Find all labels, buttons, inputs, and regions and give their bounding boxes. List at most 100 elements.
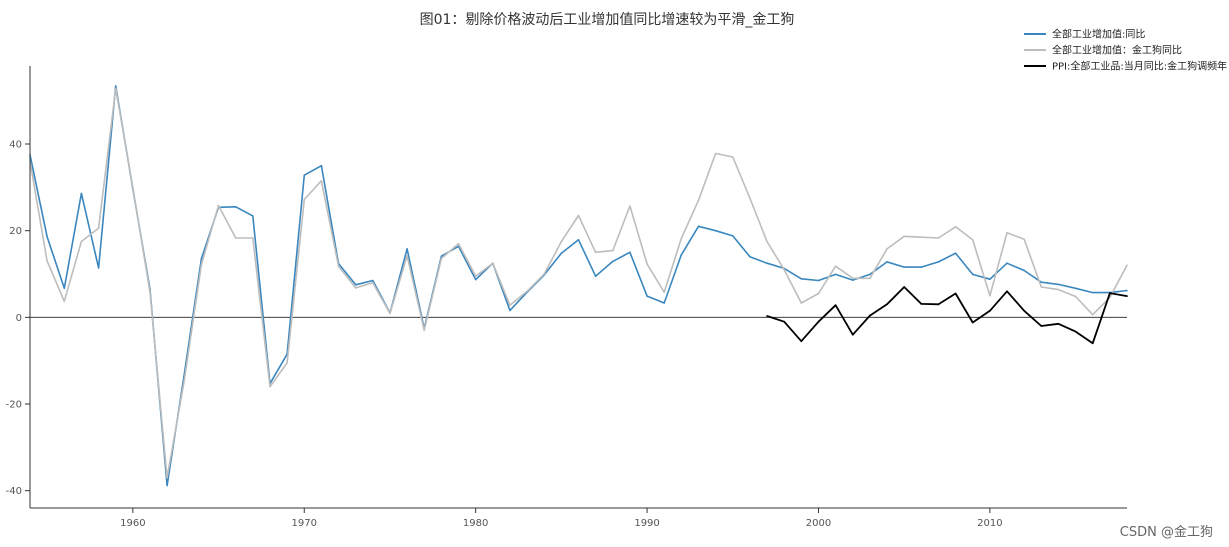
data-point-series-1 — [560, 252, 563, 254]
data-point-series-2 — [560, 240, 563, 243]
data-point-series-1 — [834, 273, 837, 276]
data-point-series-2 — [440, 257, 443, 260]
data-point-series-2 — [697, 199, 700, 202]
series-line-1 — [29, 85, 1128, 487]
data-point-series-3 — [869, 314, 871, 317]
data-point-series-1 — [372, 279, 374, 282]
x-tick-label: 1980 — [463, 518, 488, 529]
data-point-series-2 — [286, 362, 288, 364]
data-point-series-3 — [1109, 292, 1111, 294]
data-point-series-1 — [594, 275, 597, 278]
data-point-series-2 — [217, 204, 220, 207]
data-point-series-1 — [817, 279, 820, 282]
data-point-series-1 — [646, 295, 648, 297]
data-point-series-1 — [852, 279, 854, 281]
data-point-series-3 — [937, 303, 940, 306]
legend-label: 全部工业增加值:同比 — [1052, 28, 1145, 41]
data-point-series-1 — [714, 229, 717, 232]
data-point-series-2 — [646, 263, 648, 265]
data-point-series-2 — [80, 240, 83, 243]
data-point-series-1 — [303, 174, 306, 176]
data-point-series-2 — [372, 281, 374, 284]
data-point-series-3 — [971, 321, 974, 324]
data-point-series-1 — [886, 261, 888, 263]
data-point-series-2 — [817, 292, 820, 295]
data-point-series-1 — [320, 164, 323, 167]
data-point-series-2 — [732, 156, 734, 158]
data-point-series-2 — [783, 268, 785, 271]
data-point-series-1 — [1023, 269, 1025, 272]
data-point-series-1 — [937, 261, 940, 263]
chart-title: 图01：剔除价格波动后工业增加值同比增速较为平滑_金工狗 — [420, 11, 795, 28]
data-point-series-3 — [886, 303, 888, 306]
data-point-series-1 — [800, 278, 803, 280]
data-point-series-3 — [1040, 325, 1043, 327]
data-point-series-1 — [663, 302, 665, 304]
data-point-series-1 — [680, 254, 683, 256]
y-tick-label: 20 — [9, 226, 22, 237]
x-tick-label: 2000 — [806, 518, 831, 529]
data-point-series-2 — [937, 237, 940, 239]
data-point-series-2 — [114, 87, 117, 90]
data-point-series-2 — [1074, 295, 1077, 298]
data-point-series-2 — [800, 302, 803, 304]
data-point-series-1 — [920, 266, 923, 268]
data-point-series-2 — [63, 300, 66, 303]
data-point-series-1 — [971, 273, 974, 276]
data-point-series-2 — [714, 152, 717, 155]
data-point-series-1 — [577, 239, 580, 241]
y-tick-label: -20 — [6, 400, 22, 411]
watermark: CSDN @金工狗 — [1120, 524, 1213, 540]
data-point-series-3 — [783, 320, 785, 323]
data-point-series-2 — [46, 260, 48, 262]
data-point-series-2 — [629, 205, 631, 207]
y-tick-label: 0 — [16, 313, 22, 324]
data-point-series-1 — [474, 278, 477, 281]
data-point-series-2 — [612, 249, 614, 252]
data-point-series-3 — [989, 310, 991, 312]
data-point-series-2 — [406, 255, 408, 257]
data-point-series-2 — [954, 226, 957, 228]
data-point-series-2 — [200, 263, 203, 266]
data-point-series-1 — [440, 255, 443, 257]
data-point-series-1 — [697, 225, 700, 228]
data-point-series-2 — [749, 197, 751, 199]
legend-label: 全部工业增加值：金工狗同比 — [1052, 44, 1182, 57]
data-point-series-2 — [474, 275, 477, 278]
data-point-series-1 — [749, 255, 751, 258]
data-point-series-2 — [1023, 238, 1025, 241]
data-point-series-2 — [354, 287, 357, 289]
data-point-series-1 — [612, 260, 614, 263]
data-point-series-3 — [852, 333, 854, 336]
data-point-series-2 — [766, 240, 768, 243]
data-point-series-3 — [903, 286, 905, 288]
data-point-series-1 — [1126, 289, 1128, 292]
data-point-series-2 — [869, 277, 871, 280]
data-point-series-1 — [1074, 287, 1077, 290]
data-point-series-1 — [97, 267, 100, 269]
data-point-series-2 — [389, 312, 391, 315]
data-point-series-2 — [1126, 264, 1128, 267]
data-point-series-1 — [63, 287, 66, 290]
data-point-series-1 — [234, 206, 237, 208]
data-point-series-3 — [1006, 290, 1008, 293]
data-point-series-2 — [886, 248, 888, 250]
data-point-series-2 — [1057, 288, 1060, 291]
data-point-series-2 — [457, 242, 460, 245]
data-point-series-2 — [252, 237, 254, 239]
data-point-series-2 — [1040, 286, 1043, 288]
data-point-series-2 — [543, 273, 545, 275]
data-point-series-3 — [954, 292, 957, 295]
data-point-series-3 — [920, 303, 923, 305]
data-point-series-2 — [989, 294, 991, 297]
data-point-series-1 — [732, 235, 734, 237]
data-point-series-1 — [252, 215, 254, 217]
data-point-series-1 — [200, 258, 203, 260]
data-point-series-2 — [337, 265, 340, 268]
data-point-series-2 — [166, 476, 168, 479]
data-point-series-2 — [423, 329, 426, 332]
data-point-series-3 — [1074, 330, 1077, 333]
y-ticks: -40 -20 0 20 40 — [6, 140, 30, 497]
data-point-series-1 — [869, 273, 871, 276]
